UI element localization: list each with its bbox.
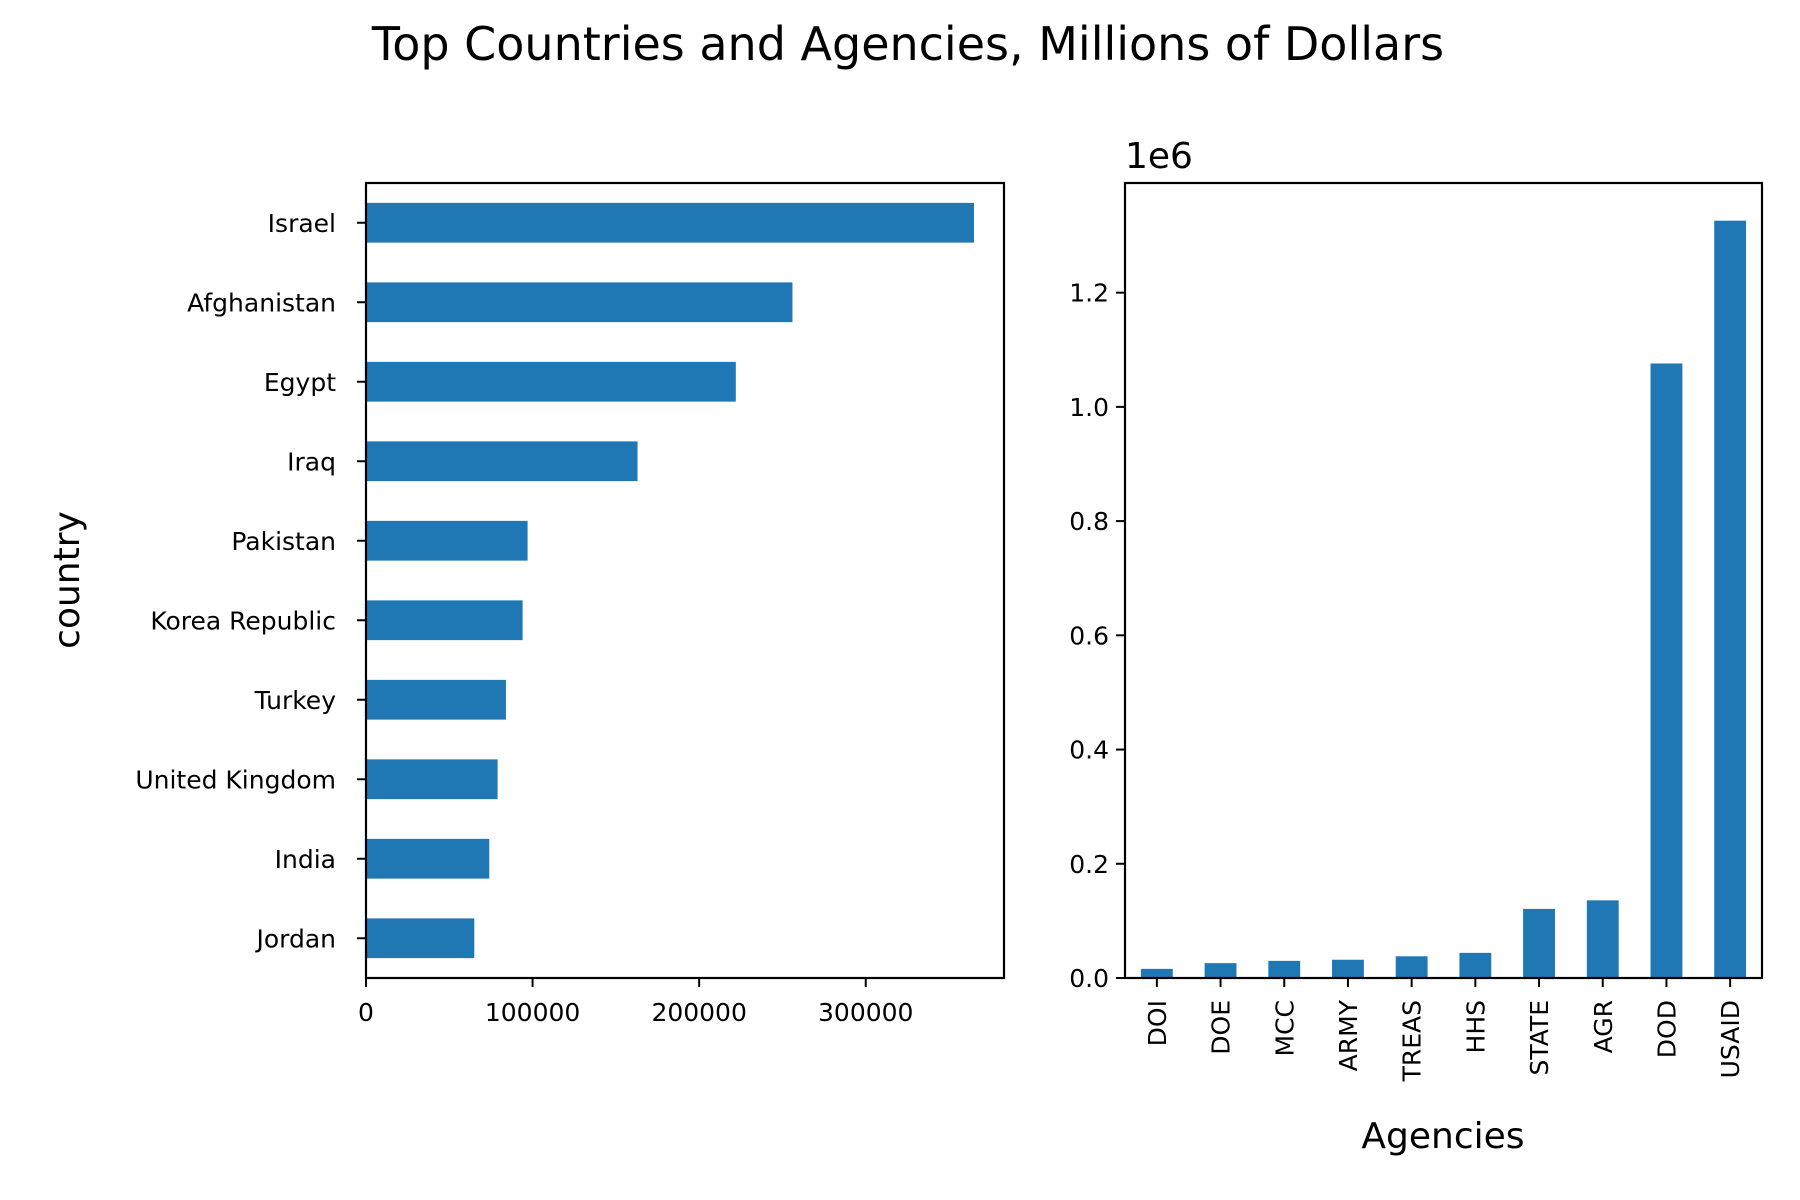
- country-bar-pakistan: [366, 520, 528, 561]
- figure-title: Top Countries and Agencies, Millions of …: [371, 17, 1444, 71]
- agency-bar-hhs: [1459, 952, 1492, 978]
- country-bar-israel: [366, 202, 975, 243]
- agency-x-tick-label: DOD: [1652, 1000, 1681, 1058]
- country-y-tick-label: Korea Republic: [150, 606, 336, 635]
- countries-y-ticks: Jordan India United Kingdom Turkey Korea Rep…: [135, 209, 366, 953]
- countries-chart: Jordan India United Kingdom Turkey Korea Rep…: [47, 181, 1006, 1027]
- country-bar-egypt: [366, 361, 736, 402]
- countries-x-ticks: 0 100000 200000 300000: [358, 978, 913, 1027]
- country-bar-turkey: [366, 679, 506, 720]
- agency-y-tick-label: 0.0: [1069, 964, 1109, 993]
- agency-bar-doi: [1140, 968, 1173, 978]
- country-bar-united-kingdom: [366, 759, 498, 800]
- agency-y-tick-label: 1.2: [1069, 279, 1109, 308]
- agency-y-tick-label: 1.0: [1069, 393, 1109, 422]
- agency-x-tick-label: AGR: [1589, 1000, 1618, 1053]
- agencies-y-ticks: 0.0 0.2 0.4 0.6 0.8 1.0 1.2: [1069, 279, 1125, 993]
- agency-bar-state: [1523, 908, 1555, 978]
- agency-bar-treas: [1395, 956, 1428, 978]
- agency-y-tick-label: 0.2: [1069, 850, 1109, 879]
- country-y-tick-label: Afghanistan: [187, 288, 336, 317]
- country-y-tick-label: Israel: [268, 209, 336, 238]
- agencies-chart: 0.0 0.2 0.4 0.6 0.8 1.0 1.2 DOI DOE MCC ARMY TREAS…: [1069, 136, 1764, 1157]
- agency-bar-dod: [1650, 363, 1683, 979]
- country-y-tick-label: United Kingdom: [135, 765, 336, 794]
- agency-bar-doe: [1204, 963, 1237, 978]
- agency-x-tick-label: HHS: [1461, 1000, 1490, 1053]
- country-y-tick-label: Pakistan: [231, 527, 336, 556]
- agency-bar-agr: [1586, 900, 1619, 978]
- agency-bar-mcc: [1268, 960, 1301, 978]
- agency-y-tick-label: 0.4: [1069, 736, 1109, 765]
- countries-plot-frame: [364, 181, 1006, 980]
- country-y-tick-label: Turkey: [254, 686, 337, 715]
- agency-x-tick-label: MCC: [1270, 1000, 1299, 1056]
- country-bar-jordan: [366, 918, 475, 959]
- agency-x-tick-label: TREAS: [1398, 1000, 1427, 1082]
- country-x-tick-label: 100000: [485, 998, 580, 1027]
- country-bar-india: [366, 838, 490, 879]
- agencies-x-ticks: DOI DOE MCC ARMY TREAS HHS STATE AGR DOD USAID: [1143, 978, 1745, 1082]
- agencies-bars: [1140, 220, 1747, 979]
- agencies-x-axis-label: Agencies: [1361, 1116, 1524, 1157]
- country-y-tick-label: Iraq: [287, 447, 336, 476]
- countries-y-axis-label: country: [47, 511, 88, 649]
- country-x-tick-label: 200000: [651, 998, 746, 1027]
- agencies-plot-frame: [1123, 181, 1764, 980]
- country-y-tick-label: Egypt: [264, 368, 336, 397]
- agency-y-tick-label: 0.8: [1069, 507, 1109, 536]
- country-bar-iraq: [366, 441, 638, 482]
- country-x-tick-label: 300000: [818, 998, 913, 1027]
- country-bar-afghanistan: [366, 282, 793, 323]
- agency-x-tick-label: DOE: [1207, 1000, 1236, 1055]
- agencies-y-offset-text: 1e6: [1125, 136, 1193, 177]
- agency-bar-usaid: [1714, 220, 1747, 978]
- country-x-tick-label: 0: [358, 998, 374, 1027]
- country-bar-korea-republic: [366, 600, 523, 641]
- countries-bars: [366, 202, 975, 959]
- country-y-tick-label: India: [275, 845, 336, 874]
- agency-x-tick-label: STATE: [1525, 1000, 1554, 1075]
- agency-x-tick-label: DOI: [1143, 1000, 1172, 1046]
- agency-bar-army: [1332, 959, 1364, 978]
- country-y-tick-label: Jordan: [254, 924, 336, 953]
- agency-x-tick-label: ARMY: [1334, 999, 1363, 1071]
- agency-x-tick-label: USAID: [1716, 1000, 1745, 1078]
- agency-y-tick-label: 0.6: [1069, 621, 1109, 650]
